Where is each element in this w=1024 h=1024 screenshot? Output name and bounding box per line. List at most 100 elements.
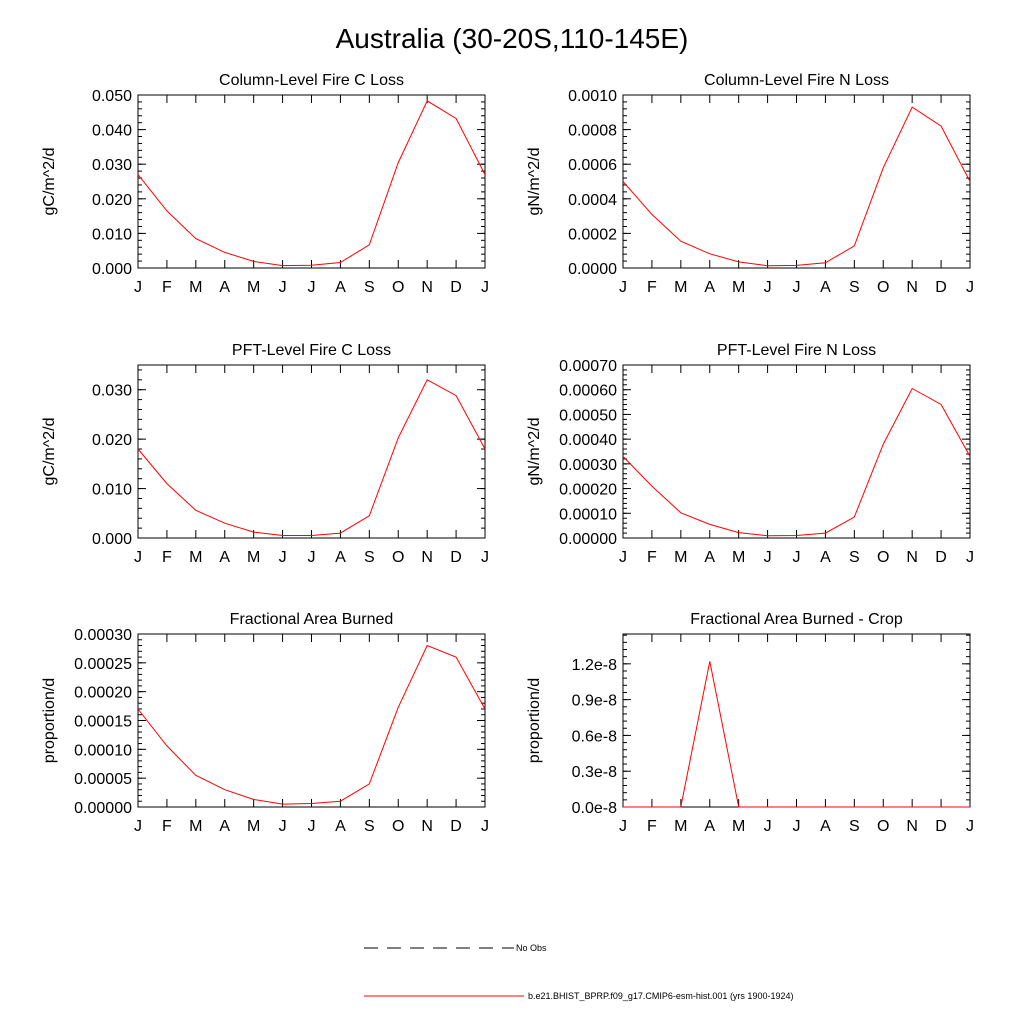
y-tick-label: 0.6e-8 <box>572 728 617 745</box>
y-tick-label: 0.00030 <box>74 627 132 644</box>
panel-title: Fractional Area Burned - Crop <box>690 611 903 628</box>
y-tick-label: 0.050 <box>92 88 132 105</box>
y-tick-label: 1.2e-8 <box>572 657 617 674</box>
panel-title: Column-Level Fire N Loss <box>704 72 889 89</box>
y-tick-label: 0.00030 <box>559 457 617 474</box>
panel-4: J F M A M J J A S O N D J0.000000.000100.000200.0003… <box>526 342 974 566</box>
x-tick-label: A <box>219 818 230 835</box>
panel-title: Fractional Area Burned <box>230 611 394 628</box>
legend-label-no-obs: No Obs <box>516 943 547 953</box>
series-line-1 <box>622 106 971 267</box>
x-tick-label: J <box>619 279 627 296</box>
x-tick-label: J <box>966 549 974 566</box>
y-axis-label: proportion/d <box>526 678 543 763</box>
legend-label-model: b.e21.BHIST_BPRP.f09_g17.CMIP6-esm-hist.… <box>528 991 793 1001</box>
x-tick-label: D <box>935 549 947 566</box>
x-tick-label: A <box>335 279 346 296</box>
panel-2: J F M A M J J A S O N D J0.00000.00020.00040.00060.0… <box>526 72 974 296</box>
plot-frame <box>137 94 486 269</box>
x-tick-label: J <box>308 549 316 566</box>
x-tick-label: N <box>906 549 918 566</box>
series-line-1 <box>137 379 486 536</box>
x-tick-label: A <box>704 549 715 566</box>
x-tick-label: N <box>421 279 433 296</box>
y-tick-label: 0.00020 <box>74 685 132 702</box>
y-tick-label: 0.010 <box>92 482 132 499</box>
y-tick-label: 0.0000 <box>568 261 617 278</box>
x-tick-label: J <box>764 279 772 296</box>
x-tick-label: O <box>877 279 889 296</box>
x-tick-label: M <box>732 279 745 296</box>
x-tick-label: M <box>674 818 687 835</box>
x-tick-label: J <box>134 549 142 566</box>
panel-title: PFT-Level Fire N Loss <box>717 342 876 359</box>
y-tick-label: 0.00015 <box>74 714 132 731</box>
y-tick-label: 0.020 <box>92 432 132 449</box>
legend: No Obs b.e21.BHIST_BPRP.f09_g17.CMIP6-es… <box>364 943 793 1001</box>
x-tick-label: J <box>279 818 287 835</box>
x-tick-label: J <box>481 818 489 835</box>
panel-1: J F M A M J J A S O N D J0.0000.0100.0200.0300.0400.… <box>41 72 489 296</box>
y-tick-label: 0.00070 <box>559 358 617 375</box>
y-tick-label: 0.00020 <box>559 482 617 499</box>
y-tick-label: 0.030 <box>92 383 132 400</box>
x-tick-label: M <box>189 279 202 296</box>
y-axis-label: gC/m^2/d <box>41 418 58 486</box>
x-tick-label: N <box>421 818 433 835</box>
x-tick-label: F <box>162 279 172 296</box>
x-tick-label: M <box>247 818 260 835</box>
y-tick-label: 0.00010 <box>559 506 617 523</box>
y-tick-label: 0.0006 <box>568 157 617 174</box>
x-tick-label: J <box>134 818 142 835</box>
y-tick-label: 0.0002 <box>568 226 617 243</box>
x-tick-label: S <box>849 279 860 296</box>
panel-5: J F M A M J J A S O N D J0.000000.000050.000100.0001… <box>41 611 489 835</box>
x-tick-label: N <box>906 279 918 296</box>
y-tick-label: 0.010 <box>92 226 132 243</box>
x-tick-label: A <box>820 279 831 296</box>
x-tick-label: A <box>820 549 831 566</box>
y-tick-label: 0.3e-8 <box>572 764 617 781</box>
panels: J F M A M J J A S O N D J0.0000.0100.0200.0300.0400.… <box>41 72 974 835</box>
x-tick-label: D <box>935 279 947 296</box>
y-tick-label: 0.0e-8 <box>572 800 617 817</box>
y-tick-label: 0.020 <box>92 192 132 209</box>
x-tick-label: J <box>764 549 772 566</box>
y-axis-label: gC/m^2/d <box>41 148 58 216</box>
x-tick-label: D <box>935 818 947 835</box>
x-tick-label: J <box>134 279 142 296</box>
x-tick-label: M <box>247 549 260 566</box>
x-tick-label: A <box>219 549 230 566</box>
x-tick-label: S <box>364 279 375 296</box>
x-tick-label: J <box>619 818 627 835</box>
y-axis-label: gN/m^2/d <box>526 418 543 486</box>
x-tick-label: A <box>704 279 715 296</box>
y-tick-label: 0.00010 <box>74 742 132 759</box>
x-tick-label: J <box>793 279 801 296</box>
y-tick-label: 0.0004 <box>568 192 617 209</box>
plot-frame <box>622 633 971 808</box>
x-tick-label: S <box>364 818 375 835</box>
x-tick-label: J <box>308 818 316 835</box>
x-tick-label: J <box>966 818 974 835</box>
x-tick-label: N <box>906 818 918 835</box>
y-tick-label: 0.00000 <box>559 531 617 548</box>
y-tick-label: 0.00050 <box>559 407 617 424</box>
y-tick-label: 0.00025 <box>74 656 132 673</box>
plot-frame <box>137 633 486 808</box>
panel-3: J F M A M J J A S O N D J0.0000.0100.0200.030PFT-Lev… <box>41 342 489 566</box>
x-tick-label: A <box>335 818 346 835</box>
x-tick-label: A <box>704 818 715 835</box>
x-tick-label: S <box>849 818 860 835</box>
x-tick-label: M <box>674 549 687 566</box>
x-tick-label: J <box>481 549 489 566</box>
x-tick-label: O <box>392 549 404 566</box>
y-tick-label: 0.0008 <box>568 123 617 140</box>
x-tick-label: A <box>335 549 346 566</box>
x-tick-label: M <box>189 818 202 835</box>
x-tick-label: O <box>877 818 889 835</box>
series-line-1 <box>622 387 971 537</box>
series-line-1 <box>623 661 970 808</box>
x-tick-label: O <box>877 549 889 566</box>
